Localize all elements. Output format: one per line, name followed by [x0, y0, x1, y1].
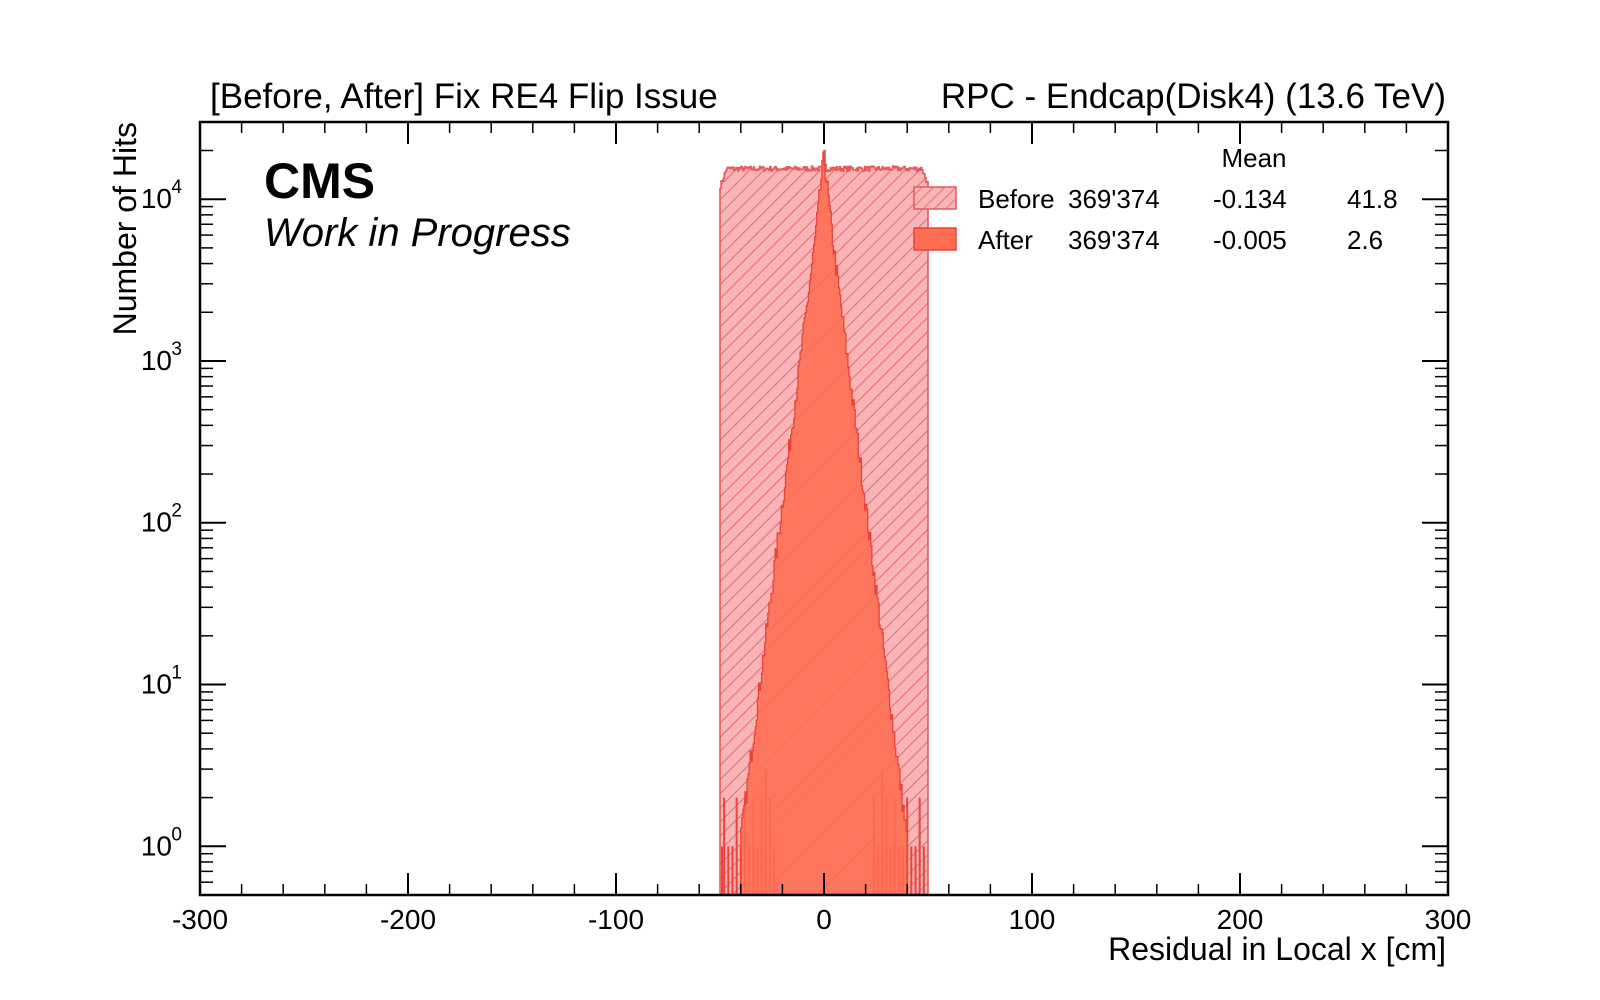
y-tick-label: 10 — [141, 830, 172, 861]
legend: Mean Before 369'374 -0.134 41.8 After 36… — [913, 143, 1398, 255]
legend-std-after: 2.6 — [1347, 225, 1383, 255]
series-after-area — [740, 151, 908, 895]
y-tick-exponent: 3 — [171, 339, 182, 360]
y-tick-exponent: 1 — [171, 663, 182, 684]
x-tick-label: 200 — [1217, 904, 1264, 935]
status-label: Work in Progress — [264, 211, 571, 255]
y-tick-label: 10 — [141, 345, 172, 376]
legend-std-before: 41.8 — [1347, 184, 1398, 214]
x-tick-label: -100 — [588, 904, 644, 935]
x-tick-label: 100 — [1009, 904, 1056, 935]
y-tick-exponent: 2 — [171, 501, 182, 522]
y-tick-exponent: 0 — [171, 824, 182, 845]
legend-header-mean: Mean — [1221, 143, 1286, 173]
data-layer — [719, 149, 929, 895]
x-tick-label: -300 — [172, 904, 228, 935]
y-tick-label: 10 — [141, 669, 172, 700]
x-tick-label: 300 — [1425, 904, 1472, 935]
legend-name-after: After — [978, 225, 1033, 255]
title-left: [Before, After] Fix RE4 Flip Issue — [210, 77, 718, 116]
y-axis-title: Number of Hits — [107, 122, 143, 335]
y-tick-label: 10 — [141, 507, 172, 538]
legend-name-before: Before — [978, 184, 1055, 214]
x-tick-label: -200 — [380, 904, 436, 935]
cms-label: CMS — [264, 153, 375, 209]
title-right: RPC - Endcap(Disk4) (13.6 TeV) — [941, 77, 1446, 116]
x-axis-title: Residual in Local x [cm] — [1108, 931, 1446, 967]
y-tick-label: 10 — [141, 183, 172, 214]
x-tick-label: 0 — [816, 904, 832, 935]
legend-entries-after: 369'374 — [1068, 225, 1160, 255]
y-tick-exponent: 4 — [171, 177, 182, 198]
legend-entries-before: 369'374 — [1068, 184, 1160, 214]
legend-swatch-after — [913, 227, 957, 251]
legend-swatch-before — [913, 186, 957, 210]
legend-mean-after: -0.005 — [1213, 225, 1287, 255]
legend-mean-before: -0.134 — [1213, 184, 1287, 214]
